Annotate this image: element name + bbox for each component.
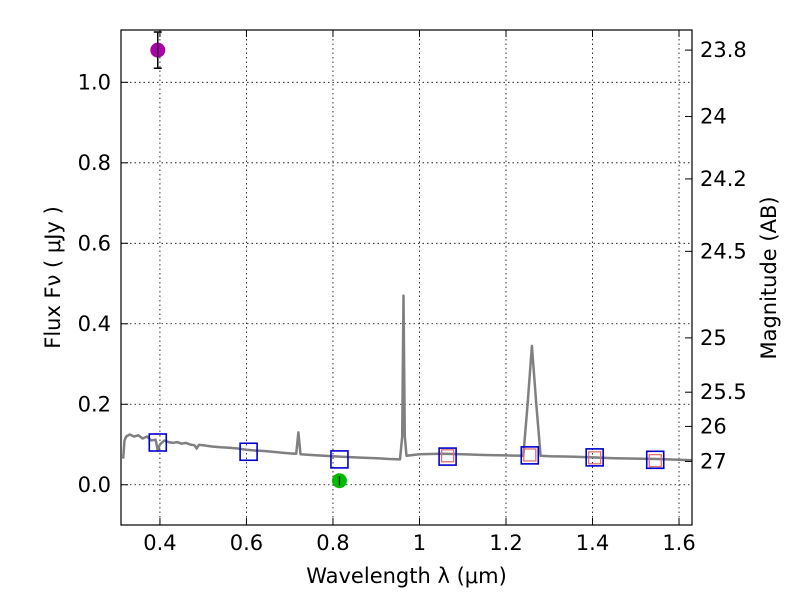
y2-tick-label: 23.8	[700, 38, 747, 62]
model-photometry-point	[645, 450, 665, 470]
plot-area	[121, 31, 693, 489]
spectrum-line	[121, 294, 693, 462]
y2-tick-label: 25	[700, 326, 727, 350]
plot-frame	[120, 29, 693, 526]
y2-tick-label: 25.5	[700, 380, 747, 404]
y-tick-label: 0.8	[78, 151, 111, 175]
x-tick-label: 0.8	[316, 531, 349, 555]
observed-photometry-point	[440, 449, 455, 463]
y-tick-label: 1.0	[78, 70, 111, 94]
model-photometry-point	[330, 450, 349, 469]
observed-photometry-point	[523, 448, 537, 462]
y-tick-label: 0.6	[78, 231, 111, 255]
model-photometry-point	[520, 446, 540, 465]
y-tick-label: 0.2	[78, 392, 111, 416]
model-photometry-point	[239, 442, 258, 462]
y2-tick-label: 24.5	[700, 239, 747, 263]
x-tick-label: 1.2	[489, 531, 522, 555]
model-photometry-point	[585, 448, 604, 467]
model-photometry-point	[148, 433, 168, 452]
observed-photometry-point	[588, 451, 602, 465]
y-axis-label: Flux Fν ( μJy )	[41, 206, 65, 349]
y2-tick-label: 24	[700, 105, 727, 129]
y-tick-label: 0.4	[78, 312, 111, 336]
y2-tick-label: 24.2	[700, 167, 747, 191]
x-tick-label: 1	[413, 531, 426, 555]
y2-tick-label: 26	[700, 414, 727, 438]
x-tick-label: 1.4	[576, 531, 609, 555]
y-tick-label: 0.0	[78, 473, 111, 497]
grid	[121, 30, 692, 525]
ticks: 0.4 0.6 0.8 1 1.2 1.4 1.6 0.0 0.2 0.4 0.6 0.8 1.0 23.…	[78, 30, 747, 555]
y2-tick-label: 27	[700, 449, 727, 473]
x-tick-label: 0.6	[230, 531, 263, 555]
model-photometry-point	[438, 447, 457, 466]
x-tick-label: 0.4	[143, 531, 176, 555]
y2-axis-label: Magnitude (AB)	[757, 196, 781, 359]
observed-photometry-point	[648, 453, 662, 468]
x-axis-label: Wavelength λ (μm)	[306, 564, 507, 588]
x-tick-label: 1.6	[662, 531, 695, 555]
